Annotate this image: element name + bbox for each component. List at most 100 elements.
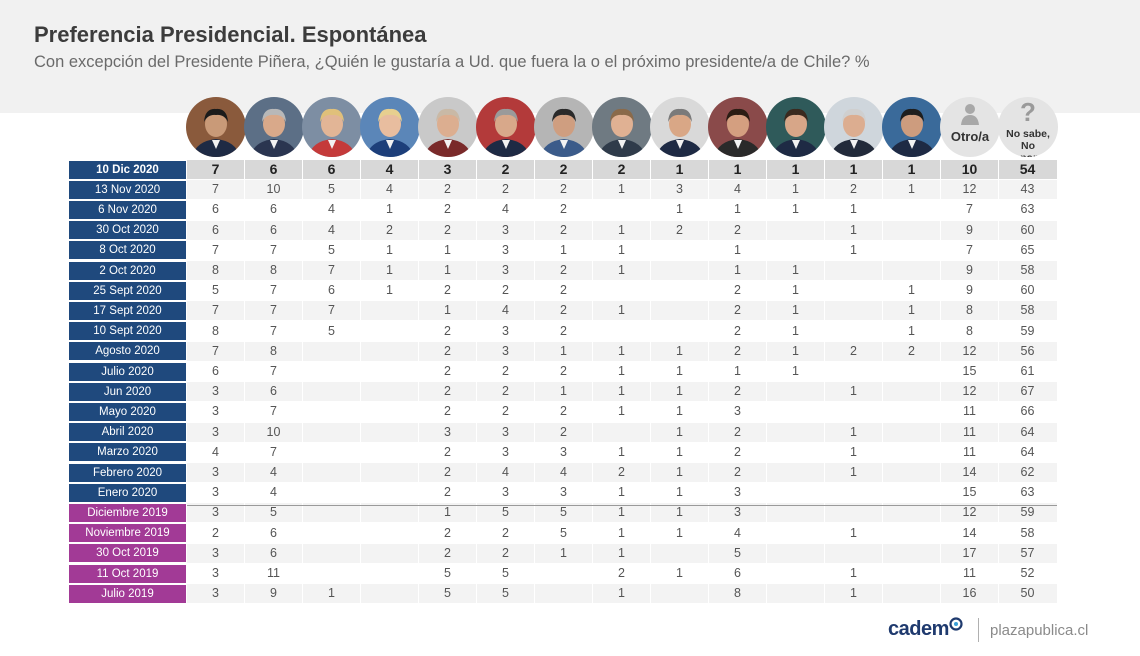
table-cell: 2 xyxy=(502,545,509,560)
table-cell: 2 xyxy=(502,384,509,399)
table-cell: 1 xyxy=(850,444,857,459)
table-cell xyxy=(883,200,940,219)
table-cell: 1 xyxy=(618,384,625,399)
table-cell: 1 xyxy=(676,485,683,500)
candidate-photo-11 xyxy=(766,97,826,157)
table-cell xyxy=(535,584,592,603)
logo-ring-icon xyxy=(949,617,963,631)
table-cell: 5 xyxy=(212,283,219,298)
table-cell: 67 xyxy=(1020,384,1035,399)
table-cell: 6 xyxy=(269,161,278,177)
table-cell: 5 xyxy=(328,323,335,338)
table-cell: 11 xyxy=(267,566,280,580)
table-cell: 1 xyxy=(618,586,625,601)
table-cell: 2 xyxy=(734,465,741,479)
table-cell: 2 xyxy=(850,182,857,197)
candidate-photo-4 xyxy=(360,97,420,157)
table-cell xyxy=(303,503,360,522)
table-cell xyxy=(361,564,418,583)
table-cell: 2 xyxy=(444,444,451,459)
table-cell: 4 xyxy=(734,182,741,197)
table-cell xyxy=(767,241,824,260)
column-divider xyxy=(766,159,767,607)
table-cell xyxy=(303,564,360,583)
table-cell: 7 xyxy=(966,242,973,257)
table-cell xyxy=(651,584,708,603)
table-cell: 54 xyxy=(1019,161,1036,177)
row-date-label: Jun 2020 xyxy=(69,382,186,401)
table-cell: 6 xyxy=(328,283,335,298)
table-cell: 2 xyxy=(444,364,451,378)
table-cell xyxy=(303,362,360,381)
table-cell: 63 xyxy=(1020,485,1035,500)
candidate-photo-6 xyxy=(476,97,536,157)
table-cell: 7 xyxy=(211,161,220,177)
question-icon: ? xyxy=(1020,97,1036,127)
table-cell xyxy=(767,221,824,240)
table-cell: 1 xyxy=(676,384,683,399)
table-cell: 4 xyxy=(502,303,509,318)
candidate-photo-2 xyxy=(244,97,304,157)
table-cell: 2 xyxy=(560,263,567,277)
table-cell: 5 xyxy=(734,545,741,560)
table-cell: 7 xyxy=(270,303,277,318)
candidate-photo-13 xyxy=(882,97,942,157)
column-divider xyxy=(940,159,941,607)
table-cell: 2 xyxy=(850,343,857,358)
table-cell: 12 xyxy=(962,182,977,197)
table-cell: 1 xyxy=(618,485,625,500)
table-cell: 7 xyxy=(212,303,219,318)
table-cell: 1 xyxy=(444,242,451,257)
table-cell: 3 xyxy=(212,545,219,560)
table-cell: 7 xyxy=(270,364,277,378)
row-date-label: 11 Oct 2019 xyxy=(69,564,186,583)
table-cell: 4 xyxy=(328,222,335,237)
table-cell xyxy=(303,524,360,543)
table-cell xyxy=(883,503,940,522)
table-row xyxy=(187,543,1057,563)
table-cell: 8 xyxy=(966,303,973,318)
table-cell: 1 xyxy=(676,364,683,378)
table-cell: 2 xyxy=(734,444,741,459)
table-cell: 1 xyxy=(850,525,857,540)
footer-divider xyxy=(978,618,979,642)
table-cell xyxy=(651,301,708,320)
page-subtitle: Con excepción del Presidente Piñera, ¿Qu… xyxy=(34,53,870,71)
table-cell: 11 xyxy=(963,424,976,439)
table-cell: 6 xyxy=(270,222,277,237)
table-cell xyxy=(361,463,418,482)
row-date-label: Noviembre 2019 xyxy=(69,524,186,543)
person-icon xyxy=(961,104,979,125)
table-cell: 1 xyxy=(560,545,567,560)
table-cell xyxy=(825,362,882,381)
table-cell: 1 xyxy=(850,222,857,237)
table-cell: 8 xyxy=(270,263,277,277)
table-cell: 4 xyxy=(270,485,277,500)
table-cell: 9 xyxy=(966,222,973,237)
table-cell: 15 xyxy=(962,364,977,378)
row-date-label: Marzo 2020 xyxy=(69,443,186,462)
table-cell: 3 xyxy=(502,222,509,237)
table-cell: 10 xyxy=(266,424,281,439)
table-cell: 63 xyxy=(1020,202,1035,217)
row-date-label: Julio 2020 xyxy=(69,362,186,381)
table-cell: 2 xyxy=(502,525,509,540)
table-cell: 16 xyxy=(962,586,977,601)
table-cell: 14 xyxy=(962,465,977,479)
table-cell: 3 xyxy=(734,485,741,500)
table-cell: 1 xyxy=(328,586,335,601)
table-cell: 60 xyxy=(1020,222,1035,237)
table-cell: 4 xyxy=(386,182,393,197)
table-cell xyxy=(361,342,418,361)
table-cell: 1 xyxy=(792,343,799,358)
table-cell: 1 xyxy=(792,263,799,277)
table-cell: 52 xyxy=(1020,566,1035,580)
table-cell xyxy=(825,483,882,502)
row-date-label: Abril 2020 xyxy=(69,423,186,442)
table-cell: 6 xyxy=(212,202,219,217)
site-link[interactable]: plazapublica.cl xyxy=(990,622,1089,639)
table-cell xyxy=(767,443,824,462)
table-cell: 1 xyxy=(850,202,857,217)
table-cell xyxy=(651,281,708,300)
table-cell: 2 xyxy=(560,202,567,217)
